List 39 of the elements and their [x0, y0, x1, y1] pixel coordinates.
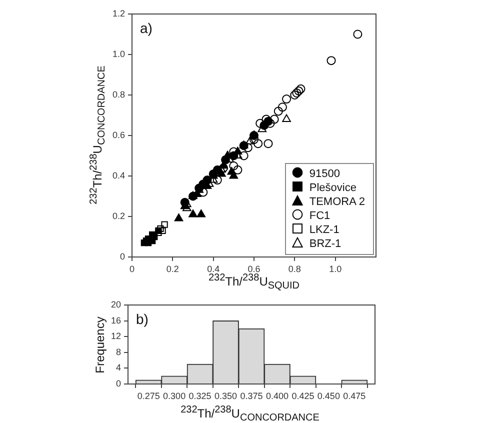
- x-tick-label: 0.325: [188, 390, 212, 401]
- x-tick-label: 0.275: [137, 390, 160, 401]
- legend-label: LKZ-1: [308, 223, 340, 237]
- legend-label: Plešovice: [308, 181, 358, 195]
- y-tick-label: 1.2: [112, 8, 125, 18]
- y-axis-title: Frequency: [93, 316, 107, 374]
- y-tick-label: 0.6: [112, 130, 125, 140]
- y-tick-label: 4: [116, 362, 121, 373]
- x-tick-label: 0.2: [166, 264, 179, 274]
- x-tick-label: 0.6: [248, 264, 260, 274]
- y-tick-label: 20: [110, 299, 121, 310]
- x-tick-label: 0.350: [214, 390, 238, 401]
- y-tick-label: 0.4: [112, 170, 125, 180]
- x-tick-label: 1.0: [329, 264, 342, 274]
- x-tick-label: 0: [129, 264, 135, 274]
- x-tick-label: 0.375: [240, 390, 263, 401]
- legend-label: 91500: [308, 167, 341, 181]
- x-tick-label: 0.400: [266, 390, 288, 401]
- y-tick-label: 0: [120, 251, 125, 262]
- y-tick-label: 0.2: [112, 210, 125, 221]
- x-tick-label: 0.8: [288, 264, 301, 274]
- x-axis-title: $^{232}$Th/$^{238}$U$_{CONCORDANCE}$: [180, 404, 320, 423]
- y-tick-label: 8: [116, 346, 121, 357]
- x-tick-label: 0.300: [163, 390, 186, 401]
- y-tick-label: 0: [116, 378, 121, 388]
- annotation: b): [136, 310, 148, 327]
- legend-label: TEMORA 2: [308, 195, 365, 209]
- x-tick-label: 0.425: [292, 390, 314, 401]
- y-tick-label: 16: [110, 315, 121, 326]
- legend-label: FC1: [308, 209, 332, 223]
- x-tick-label: 0.475: [343, 390, 366, 401]
- y-tick-label: 0.8: [112, 89, 125, 100]
- y-tick-label: 1.0: [112, 48, 125, 59]
- x-tick-label: 0.4: [207, 264, 220, 274]
- x-tick-label: 0.450: [317, 390, 340, 401]
- x-axis-title: $^{232}$Th/$^{238}$U$_{SQUID}$: [208, 272, 300, 292]
- y-tick-label: 12: [110, 331, 121, 342]
- annotation: a): [140, 20, 152, 36]
- legend-label: BRZ-1: [308, 237, 342, 251]
